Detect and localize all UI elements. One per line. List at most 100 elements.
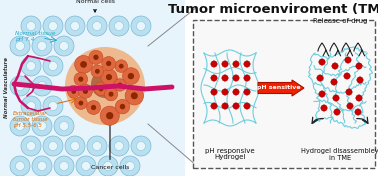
Circle shape — [333, 95, 339, 101]
Text: Normal cells: Normal cells — [76, 0, 115, 12]
Circle shape — [244, 75, 250, 81]
Circle shape — [37, 42, 46, 51]
Circle shape — [65, 136, 85, 156]
Circle shape — [54, 156, 74, 176]
Circle shape — [331, 79, 337, 85]
Circle shape — [131, 136, 151, 156]
Circle shape — [222, 61, 228, 67]
Circle shape — [48, 61, 57, 71]
Circle shape — [74, 55, 93, 73]
Circle shape — [26, 21, 36, 30]
Circle shape — [48, 142, 57, 150]
Circle shape — [48, 102, 57, 111]
Circle shape — [321, 105, 327, 111]
Circle shape — [131, 92, 138, 99]
Text: Extracellular
tumor tissue
pH 5.5-6.5: Extracellular tumor tissue pH 5.5-6.5 — [13, 111, 48, 128]
Circle shape — [317, 75, 323, 81]
Circle shape — [15, 121, 25, 130]
Circle shape — [74, 97, 87, 109]
Circle shape — [244, 89, 250, 95]
Circle shape — [233, 103, 239, 109]
Text: Hydrogel disassembley
in TME: Hydrogel disassembley in TME — [301, 147, 378, 161]
Circle shape — [131, 16, 151, 36]
Circle shape — [32, 36, 52, 56]
Text: Normal tissue
pH 7.4: Normal tissue pH 7.4 — [15, 31, 56, 42]
Circle shape — [10, 156, 30, 176]
Circle shape — [109, 136, 129, 156]
Circle shape — [37, 121, 46, 130]
Circle shape — [15, 42, 25, 51]
Circle shape — [118, 83, 122, 87]
Circle shape — [37, 81, 46, 90]
Circle shape — [65, 16, 85, 36]
Circle shape — [21, 136, 41, 156]
Circle shape — [67, 85, 80, 98]
Circle shape — [15, 81, 25, 90]
Circle shape — [222, 103, 228, 109]
Circle shape — [211, 103, 217, 109]
Circle shape — [54, 116, 74, 136]
Circle shape — [233, 89, 239, 95]
Circle shape — [59, 162, 68, 171]
Circle shape — [122, 68, 139, 84]
Circle shape — [233, 75, 239, 81]
Circle shape — [37, 162, 46, 171]
Circle shape — [108, 92, 113, 97]
Circle shape — [93, 142, 102, 150]
Circle shape — [136, 21, 146, 30]
Circle shape — [80, 61, 87, 68]
Circle shape — [43, 16, 63, 36]
FancyBboxPatch shape — [193, 20, 375, 168]
Circle shape — [32, 76, 52, 96]
Circle shape — [119, 64, 124, 68]
Circle shape — [71, 89, 76, 94]
Circle shape — [357, 77, 363, 83]
Circle shape — [76, 156, 96, 176]
FancyBboxPatch shape — [0, 0, 185, 176]
FancyBboxPatch shape — [185, 0, 378, 176]
Circle shape — [104, 162, 113, 171]
Circle shape — [356, 63, 362, 69]
Text: Normal Vasculature: Normal Vasculature — [5, 58, 9, 118]
Circle shape — [100, 106, 119, 125]
Circle shape — [71, 21, 79, 30]
Circle shape — [43, 136, 63, 156]
Text: Tumor microenviroment (TME): Tumor microenviroment (TME) — [168, 4, 378, 17]
Ellipse shape — [65, 47, 145, 125]
Circle shape — [89, 50, 103, 64]
Circle shape — [98, 86, 104, 91]
Circle shape — [125, 162, 135, 171]
Circle shape — [59, 42, 68, 51]
Circle shape — [233, 61, 239, 67]
Circle shape — [26, 102, 36, 111]
Circle shape — [78, 84, 93, 98]
Circle shape — [32, 156, 52, 176]
Circle shape — [355, 109, 361, 115]
Circle shape — [15, 162, 25, 171]
Circle shape — [26, 61, 36, 71]
Circle shape — [83, 89, 88, 94]
Circle shape — [346, 89, 352, 95]
Circle shape — [319, 91, 325, 97]
Circle shape — [356, 95, 362, 101]
Circle shape — [91, 105, 96, 110]
Circle shape — [109, 16, 129, 36]
Circle shape — [115, 60, 127, 73]
Circle shape — [87, 16, 107, 36]
Circle shape — [43, 96, 63, 116]
Circle shape — [244, 61, 250, 67]
Circle shape — [87, 136, 107, 156]
Circle shape — [114, 79, 126, 91]
Circle shape — [106, 112, 113, 119]
Circle shape — [319, 59, 325, 65]
Circle shape — [332, 63, 338, 69]
Circle shape — [104, 87, 118, 101]
Circle shape — [136, 142, 146, 150]
Circle shape — [211, 61, 217, 67]
Ellipse shape — [91, 70, 119, 98]
Circle shape — [345, 57, 351, 63]
Circle shape — [71, 142, 79, 150]
Text: Release of drug: Release of drug — [313, 18, 367, 24]
Circle shape — [211, 75, 217, 81]
Circle shape — [21, 56, 41, 76]
